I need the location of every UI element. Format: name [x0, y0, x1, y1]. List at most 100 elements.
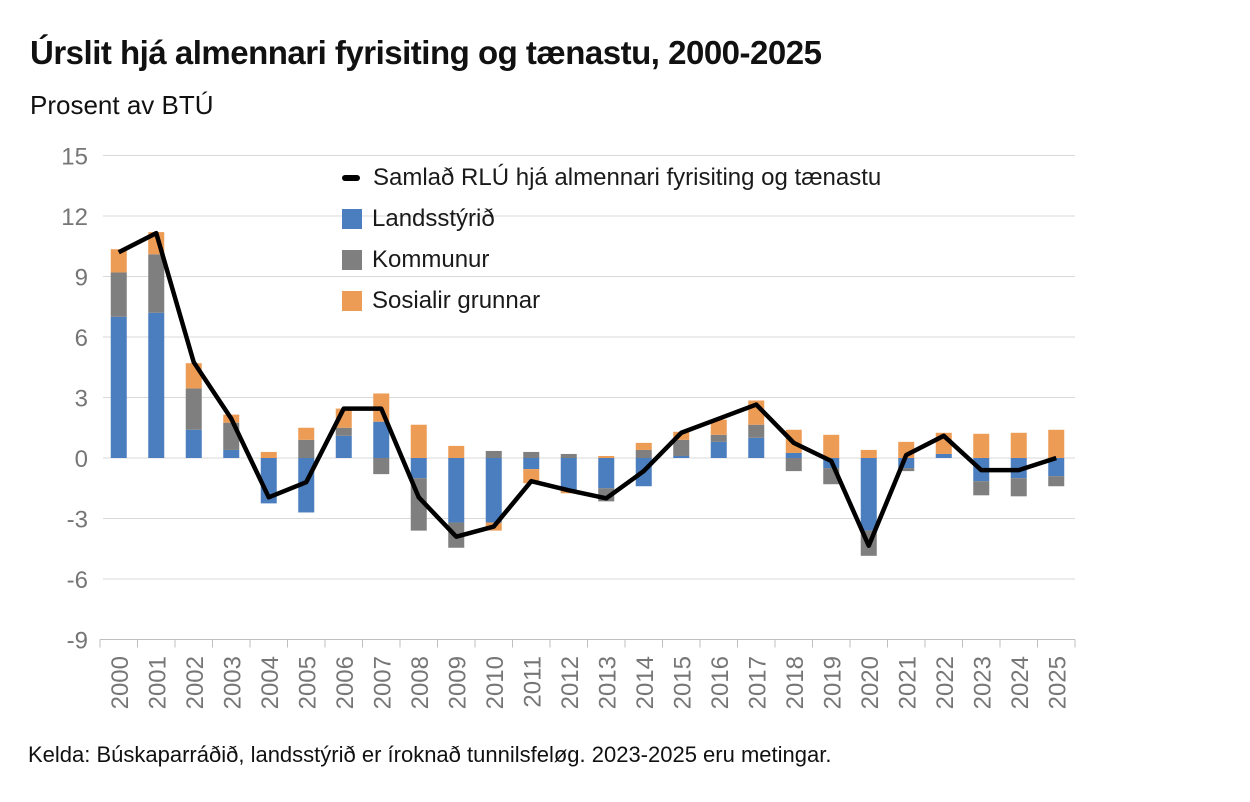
legend-label-total: Samlað RLÚ hjá almennari fyrisiting og t… — [373, 164, 882, 191]
x-tick-label: 2009 — [444, 656, 471, 709]
bar-segment — [1048, 476, 1065, 487]
bar-segment — [598, 458, 615, 489]
kommunur-legend-swatch-icon — [342, 250, 362, 270]
bar-segment — [973, 433, 990, 458]
x-tick-label: 2021 — [894, 656, 921, 709]
y-tick-label: -6 — [67, 567, 88, 594]
bar-segment — [973, 481, 990, 496]
bar-segment — [860, 449, 877, 458]
x-tick-label: 2012 — [557, 656, 584, 709]
y-tick-label: 3 — [75, 385, 88, 412]
y-tick-label: -9 — [67, 628, 88, 655]
bar-segment — [935, 453, 952, 458]
x-tick-label: 2010 — [482, 656, 509, 709]
bar-segment — [185, 388, 202, 430]
bar-segment — [110, 272, 127, 317]
x-tick-label: 2008 — [407, 656, 434, 709]
x-tick-label: 2003 — [219, 656, 246, 709]
x-tick-label: 2004 — [257, 656, 284, 709]
legend-item-total: Samlað RLÚ hjá almennari fyrisiting og t… — [342, 164, 881, 192]
bar-segment — [748, 424, 765, 438]
bar-segment — [185, 429, 202, 458]
bar-segment — [710, 434, 727, 442]
bar-segment — [710, 441, 727, 458]
bar-segment — [748, 437, 765, 458]
chart-subtitle: Prosent av BTÚ — [30, 90, 214, 120]
bar-segment — [523, 451, 540, 458]
x-tick-label: 2025 — [1044, 656, 1071, 709]
bar-segment — [1048, 429, 1065, 458]
bar-segment — [110, 249, 127, 273]
total-line — [117, 230, 1057, 548]
legend-item-landsstyrid: Landsstýrið — [342, 205, 881, 233]
bar-segment — [673, 439, 690, 456]
x-tick-label: 2002 — [182, 656, 209, 709]
bar-segment — [785, 458, 802, 472]
y-tick-label: 15 — [61, 143, 88, 170]
landsstyrid-legend-swatch-icon — [342, 209, 362, 229]
bar-segment — [148, 312, 165, 458]
x-tick-label: 2005 — [294, 656, 321, 709]
bar-segment — [635, 449, 652, 458]
bar-segment — [898, 468, 915, 472]
bar-segment — [335, 435, 352, 458]
legend-label-sosialir: Sosialir grunnar — [372, 287, 541, 314]
x-tick-label: 2024 — [1007, 656, 1034, 709]
source-note: Kelda: Búskaparráðið, landsstýrið er íro… — [28, 742, 832, 767]
x-tick-label: 2001 — [144, 656, 171, 709]
bar-segment — [485, 450, 502, 458]
chart-legend: Samlað RLÚ hjá almennari fyrisiting og t… — [342, 164, 881, 315]
bar-segment — [523, 458, 540, 470]
x-tick-label: 2013 — [594, 656, 621, 709]
bar-segment — [410, 424, 427, 458]
bar-segment — [148, 254, 165, 313]
x-tick-label: 2016 — [707, 656, 734, 709]
x-tick-label: 2019 — [819, 656, 846, 709]
bar-segment — [410, 458, 427, 479]
bar-segment — [298, 427, 315, 440]
bar-segment — [223, 449, 240, 458]
bar-segment — [673, 455, 690, 458]
bar-segment — [373, 421, 390, 458]
sosialir-legend-swatch-icon — [342, 291, 362, 311]
bar-segment — [1010, 478, 1027, 497]
chart-title: Úrslit hjá almennari fyrisiting og tænas… — [30, 34, 822, 71]
bar-segment — [523, 469, 540, 484]
bar-segment — [1010, 432, 1027, 458]
bar-segment — [298, 439, 315, 458]
x-tick-label: 2015 — [669, 656, 696, 709]
y-tick-label: 12 — [61, 204, 88, 231]
bar-segment — [373, 458, 390, 475]
x-tick-label: 2007 — [369, 656, 396, 709]
line-series-legend-marker-icon — [342, 175, 360, 181]
bar-segment — [110, 316, 127, 458]
bar-segment — [823, 434, 840, 458]
bar-segment — [785, 452, 802, 458]
x-tick-label: 2000 — [107, 656, 134, 709]
x-tick-label: 2017 — [744, 656, 771, 709]
bar-segment — [335, 427, 352, 436]
bar-segment — [448, 445, 465, 458]
bar-segment — [635, 442, 652, 450]
y-tick-label: -3 — [67, 507, 88, 534]
y-tick-label: 9 — [75, 264, 88, 291]
legend-label-kommunur: Kommunur — [372, 246, 490, 273]
x-tick-label: 2023 — [969, 656, 996, 709]
y-tick-label: 0 — [75, 446, 88, 473]
bar-segment — [485, 458, 502, 523]
bar-segment — [710, 419, 727, 435]
x-tick-label: 2014 — [632, 656, 659, 709]
bar-segment — [560, 458, 577, 491]
bar-segment — [560, 453, 577, 458]
legend-item-sosialir: Sosialir grunnar — [342, 287, 881, 315]
bar-segment — [860, 458, 877, 531]
x-tick-label: 2020 — [857, 656, 884, 709]
bar-segment — [1048, 458, 1065, 477]
x-tick-label: 2011 — [519, 656, 546, 708]
x-tick-label: 2022 — [932, 656, 959, 709]
x-tick-label: 2006 — [332, 656, 359, 709]
bar-segment — [598, 455, 615, 458]
chart-plot-area: 15 12 9 6 3 0 -3 -6 -9 2000 2001 2002 2003 2004 2005 20… — [61, 143, 1076, 709]
legend-item-kommunur: Kommunur — [342, 246, 881, 274]
